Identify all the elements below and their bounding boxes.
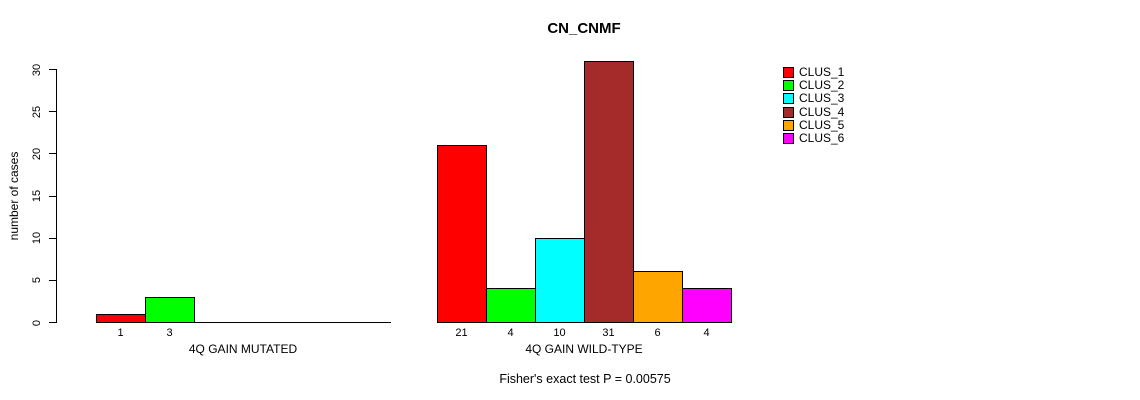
bar-value-label: 6	[654, 327, 661, 339]
y-axis-label: number of cases	[7, 151, 21, 241]
legend-swatch-clus_1	[783, 67, 794, 78]
legend-item-label: CLUS_3	[799, 91, 845, 106]
y-tick-label: 15	[31, 189, 43, 203]
legend-item-label: CLUS_4	[799, 104, 845, 119]
fisher-test-annotation: Fisher's exact test P = 0.00575	[499, 372, 671, 386]
chart-title: CN_CNMF	[547, 20, 621, 37]
bar-value-label: 21	[455, 327, 468, 339]
x-axis-baseline	[96, 322, 391, 323]
bar-clus_2	[486, 288, 536, 323]
y-tick-label: 20	[31, 147, 43, 160]
bar-clus_5	[633, 271, 683, 323]
legend-swatch-clus_4	[783, 106, 794, 118]
legend-item-label: CLUS_5	[799, 117, 845, 132]
y-tick-mark	[49, 153, 56, 155]
legend-item: CLUS_4	[783, 104, 845, 119]
y-tick-mark	[49, 195, 56, 197]
legend-item: CLUS_5	[783, 117, 845, 132]
legend-item: CLUS_1	[783, 66, 844, 79]
bar-clus_1	[96, 313, 146, 323]
bar-value-label: 4	[703, 327, 710, 339]
bar-clus_1	[437, 144, 487, 323]
y-tick-mark	[49, 322, 56, 323]
y-tick-mark	[49, 69, 56, 70]
y-tick-mark	[49, 279, 56, 281]
y-tick-label: 10	[31, 232, 43, 245]
bar-value-label: 1	[117, 327, 124, 339]
legend-item: CLUS_3	[783, 92, 844, 105]
bar-value-label: 3	[166, 327, 173, 339]
x-axis-label-wildtype: 4Q GAIN WILD-TYPE	[525, 342, 643, 356]
legend-swatch-clus_6	[783, 133, 794, 144]
legend-swatch-clus_5	[783, 119, 794, 131]
legend-swatch-clus_3	[783, 93, 794, 105]
y-axis-line	[56, 69, 57, 323]
bar-clus_2	[145, 296, 195, 323]
bar-clus_6	[682, 288, 732, 323]
y-tick-label: 25	[31, 105, 43, 118]
bar-clus_4	[584, 60, 634, 323]
bar-value-label: 4	[507, 327, 514, 339]
legend-item-label: CLUS_2	[799, 78, 845, 93]
y-tick-label: 0	[31, 319, 43, 326]
bar-value-label: 10	[553, 327, 566, 339]
y-tick-mark	[49, 237, 56, 239]
legend-item-label: CLUS_6	[799, 131, 845, 145]
x-axis-label-mutated: 4Q GAIN MUTATED	[188, 342, 298, 356]
legend-item: CLUS_2	[783, 79, 844, 92]
bar-value-label: 31	[602, 327, 615, 339]
bar-clus_3	[535, 237, 585, 323]
legend-swatch-clus_2	[783, 80, 794, 92]
y-tick-label: 5	[31, 277, 43, 284]
legend-item-label: CLUS_1	[799, 65, 845, 79]
y-tick-label: 30	[31, 63, 43, 76]
legend-item: CLUS_6	[783, 132, 844, 145]
y-tick-mark	[49, 111, 56, 113]
